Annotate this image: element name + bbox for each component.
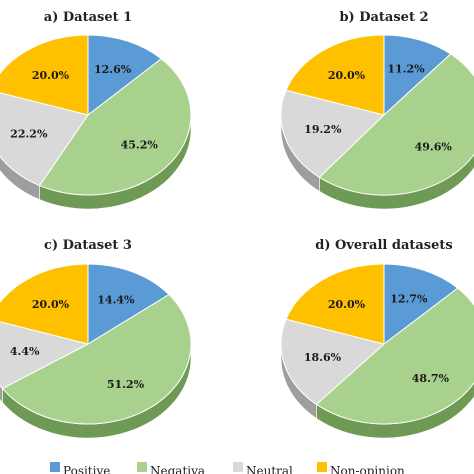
legend-label-negative: Negativa [150,464,205,474]
pie-dataset-2: 11.2% 49.6% 19.2% 20.0% [280,34,474,210]
legend-item-non-opinion: Non-opinion [317,462,405,474]
slice-positive [383,34,452,117]
data-label-positive: 12.7% [390,292,428,305]
slice-neutral [280,318,386,405]
data-label-negative: 45.2% [121,139,159,152]
slice-positive [87,34,163,117]
panel-title-dataset-1: a) Dataset 1 [44,10,132,25]
slice-negative [318,53,474,196]
data-label-non-opinion: 20.0% [32,69,70,82]
data-label-positive: 14.4% [97,293,135,306]
slice-negative [315,287,474,425]
panel-title-dataset-3: c) Dataset 3 [44,238,132,253]
data-label-neutral: 22.2% [10,128,48,141]
legend: Positive Negativa Neutral Non-opinion [50,462,405,474]
slice-non-opinion [0,263,89,345]
data-label-non-opinion: 20.0% [32,298,70,311]
legend-item-negative: Negativa [137,462,205,474]
data-label-positive: 12.6% [94,63,132,76]
legend-swatch-negative [137,462,147,472]
panel-dataset-3: c) Dataset 3 14.4% 51.2% 4.4% 20.0% [0,238,192,439]
slice-negative [1,293,192,425]
data-label-neutral: 19.2% [304,123,342,136]
slice-non-opinion [0,34,89,116]
slice-neutral [280,89,385,178]
panel-dataset-1: a) Dataset 1 12.6% 45.2% 22.2% 20.0% [0,10,192,210]
panel-dataset-2: b) Dataset 2 11.2% 49.6% 19.2% 20.0% [280,10,474,210]
slice-negative [38,58,192,196]
data-label-positive: 11.2% [387,62,425,75]
legend-swatch-positive [50,462,60,472]
legend-item-neutral: Neutral [233,462,293,474]
pie-dataset-1: 12.6% 45.2% 22.2% 20.0% [0,34,192,210]
legend-item-positive: Positive [50,462,110,474]
slice-neutral [0,92,89,187]
legend-swatch-non-opinion [317,462,327,472]
legend-label-neutral: Neutral [246,464,293,474]
legend-swatch-neutral [233,462,243,472]
pie-overall-datasets: 12.7% 48.7% 18.6% 20.0% [280,263,474,439]
panel-title-overall-datasets: d) Overall datasets [315,238,452,253]
slice-positive [87,263,170,345]
slice-side-neutral [0,384,3,404]
panel-overall-datasets: d) Overall datasets 12.7% 48.7% 18.6% 20.0% [280,238,474,439]
slice-non-opinion [285,34,385,116]
data-label-neutral: 4.4% [10,345,40,358]
legend-label-positive: Positive [63,464,110,474]
panel-title-dataset-2: b) Dataset 2 [339,10,428,25]
data-label-negative: 48.7% [412,372,450,385]
slice-non-opinion [285,263,385,345]
data-label-non-opinion: 20.0% [328,298,366,311]
data-label-non-opinion: 20.0% [328,69,366,82]
data-label-negative: 49.6% [415,141,453,154]
data-label-negative: 51.2% [107,378,145,391]
slice-positive [383,263,459,346]
legend-label-non-opinion: Non-opinion [330,464,405,474]
pie-dataset-3: 14.4% 51.2% 4.4% 20.0% [0,263,192,439]
data-label-neutral: 18.6% [304,351,342,364]
